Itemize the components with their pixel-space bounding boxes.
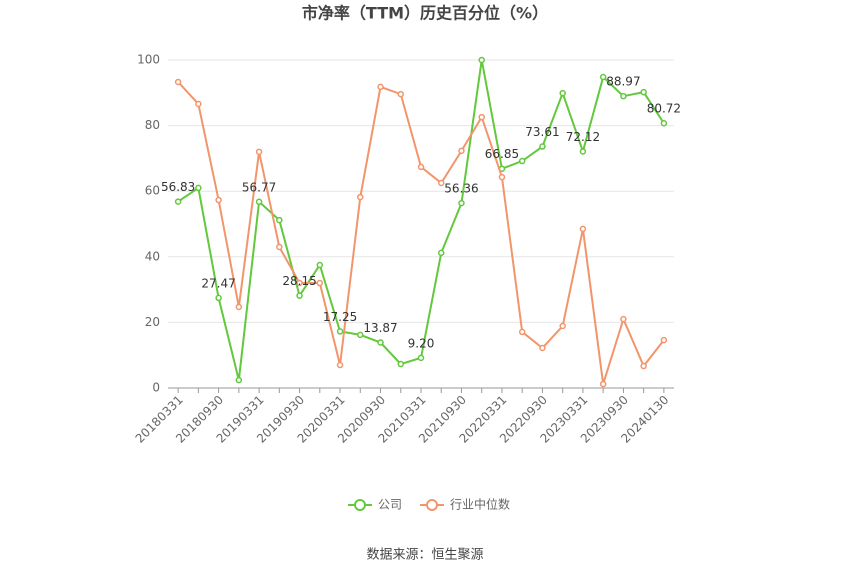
y-tick-label: 0 [152,381,160,395]
y-tick-label: 100 [137,53,160,67]
point [316,261,324,269]
y-tick-label: 60 [145,184,160,198]
data-label: 56.77 [242,180,276,194]
point [215,196,222,204]
point [620,92,627,100]
data-label: 80.72 [647,102,681,116]
point [640,362,647,370]
point [579,148,587,155]
point [296,292,303,299]
data-label: 27.47 [201,276,235,290]
data-label: 13.87 [363,321,397,335]
y-tick-label: 20 [145,315,160,329]
point [518,328,526,336]
point [437,179,445,187]
point [377,339,384,346]
point [357,193,364,201]
point [539,143,546,150]
data-label: 28.15 [282,274,316,288]
data-label: 56.36 [444,182,478,196]
point [397,90,405,98]
point [437,249,445,257]
point [660,336,668,344]
point [620,315,627,323]
point [174,78,182,86]
point [559,89,566,97]
point [377,83,384,91]
data-label: 72.12 [566,130,600,144]
y-tick-label: 80 [145,118,160,132]
point [599,380,607,388]
data-label: 56.83 [161,180,195,194]
point [518,157,526,165]
data-label: 73.61 [525,125,559,139]
point [478,56,485,64]
point [235,376,243,384]
point [174,198,182,205]
data-label: 88.97 [606,75,640,89]
point [417,163,425,171]
point [397,360,405,368]
point [640,88,647,96]
point [276,243,283,251]
legend-marker [354,499,366,511]
point [276,216,283,224]
point [458,199,465,207]
point [357,331,364,339]
point [235,303,243,311]
legend-label: 行业中位数 [450,497,510,512]
data-label: 9.20 [408,336,435,350]
point [215,294,222,302]
point [539,344,546,352]
point [336,328,344,335]
point [579,225,587,233]
chart-title: 市净率（TTM）历史百分位（%） [302,4,548,23]
point [195,184,202,192]
point [599,73,607,81]
point [660,119,668,127]
point [255,198,263,206]
point [195,100,202,108]
point [478,113,485,121]
y-tick-label: 40 [145,249,160,263]
point [296,279,303,287]
data-label: 66.85 [485,147,519,161]
point [458,147,465,155]
point [255,148,263,156]
point [417,354,425,362]
point [559,322,566,330]
point [316,279,324,287]
legend-label: 公司 [378,498,402,512]
legend-marker [426,499,438,511]
data-label: 17.25 [323,310,357,324]
source: 数据来源：恒生聚源 [366,548,483,563]
point [498,173,506,181]
point [336,361,344,369]
